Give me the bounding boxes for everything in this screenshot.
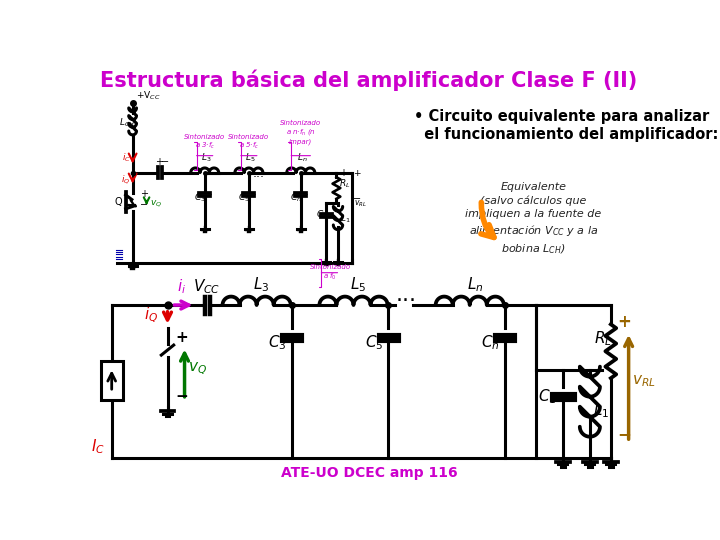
Text: • Circuito equivalente para analizar
  el funcionamiento del amplificador:: • Circuito equivalente para analizar el … xyxy=(414,110,719,142)
Text: +: + xyxy=(175,330,188,345)
Text: $v_Q$: $v_Q$ xyxy=(189,361,207,377)
Text: $L_3$: $L_3$ xyxy=(201,151,212,164)
Text: −: − xyxy=(617,425,631,443)
Text: ...: ... xyxy=(253,167,265,180)
Text: +: + xyxy=(155,157,163,167)
Text: −: − xyxy=(353,194,361,204)
Text: +: + xyxy=(353,170,360,178)
Text: +V$_{CC}$: +V$_{CC}$ xyxy=(136,89,161,102)
Text: $L_{CH}$: $L_{CH}$ xyxy=(119,116,135,129)
Text: $V_{CC}$: $V_{CC}$ xyxy=(193,277,220,296)
Text: −: − xyxy=(140,200,148,210)
Text: Equivalente
(salvo cálculos que
impliquen a la fuente de
alimentación $V_{CC}$ y: Equivalente (salvo cálculos que implique… xyxy=(465,182,601,256)
Text: $C_5$: $C_5$ xyxy=(238,191,250,204)
Text: $L_n$: $L_n$ xyxy=(467,275,483,294)
Text: $R_L$: $R_L$ xyxy=(594,329,611,348)
Text: ···: ··· xyxy=(396,291,417,310)
Text: +: + xyxy=(339,168,347,178)
Text: $L_3$: $L_3$ xyxy=(253,275,269,294)
Text: $v_{RL}$: $v_{RL}$ xyxy=(632,374,656,389)
Text: $L_n$: $L_n$ xyxy=(297,151,307,164)
Text: $C_n$: $C_n$ xyxy=(290,191,302,204)
Text: $i_Q$: $i_Q$ xyxy=(144,305,158,325)
Text: −: − xyxy=(161,157,169,167)
Text: $L_1$: $L_1$ xyxy=(341,213,351,225)
Text: $L_5$: $L_5$ xyxy=(350,275,366,294)
Text: $C_3$: $C_3$ xyxy=(194,191,206,204)
Text: $C_1$: $C_1$ xyxy=(538,387,557,406)
Text: $i_C$: $i_C$ xyxy=(122,151,131,164)
Text: +: + xyxy=(617,313,631,330)
Text: Sintonizado
a 5·$f_c$: Sintonizado a 5·$f_c$ xyxy=(228,133,269,151)
Text: $L_5$: $L_5$ xyxy=(245,151,256,164)
Text: $i_Q$: $i_Q$ xyxy=(121,173,130,186)
Text: $i_i$: $i_i$ xyxy=(177,277,186,296)
Text: $C_n$: $C_n$ xyxy=(482,333,500,352)
Text: Q: Q xyxy=(114,197,122,207)
Text: +: + xyxy=(140,189,148,199)
Text: $R_L$: $R_L$ xyxy=(339,178,350,190)
Text: ATE-UO DCEC amp 116: ATE-UO DCEC amp 116 xyxy=(281,466,457,480)
Text: $v_{RL}$: $v_{RL}$ xyxy=(354,199,367,209)
Text: $I_C$: $I_C$ xyxy=(91,437,104,456)
Text: $v_Q$: $v_Q$ xyxy=(150,198,162,209)
Text: Sintonizado
a 3·$f_c$: Sintonizado a 3·$f_c$ xyxy=(184,133,225,151)
Text: $C_5$: $C_5$ xyxy=(365,333,384,352)
Text: $L_1$: $L_1$ xyxy=(593,401,609,420)
Text: Sintonizado
a $f_0$: Sintonizado a $f_0$ xyxy=(310,265,351,282)
Text: Estructura básica del amplificador Clase F (II): Estructura básica del amplificador Clase… xyxy=(100,70,638,91)
Text: −: − xyxy=(175,389,188,404)
Text: $C_3$: $C_3$ xyxy=(269,333,287,352)
Text: $C_1$: $C_1$ xyxy=(316,208,328,221)
Text: Sintonizado
a n·$f_n$ (n
impar): Sintonizado a n·$f_n$ (n impar) xyxy=(280,120,321,145)
FancyBboxPatch shape xyxy=(101,361,122,400)
